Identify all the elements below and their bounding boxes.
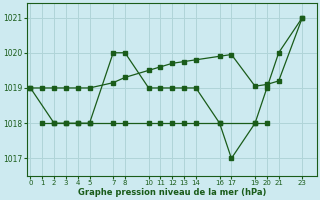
X-axis label: Graphe pression niveau de la mer (hPa): Graphe pression niveau de la mer (hPa) [77, 188, 266, 197]
